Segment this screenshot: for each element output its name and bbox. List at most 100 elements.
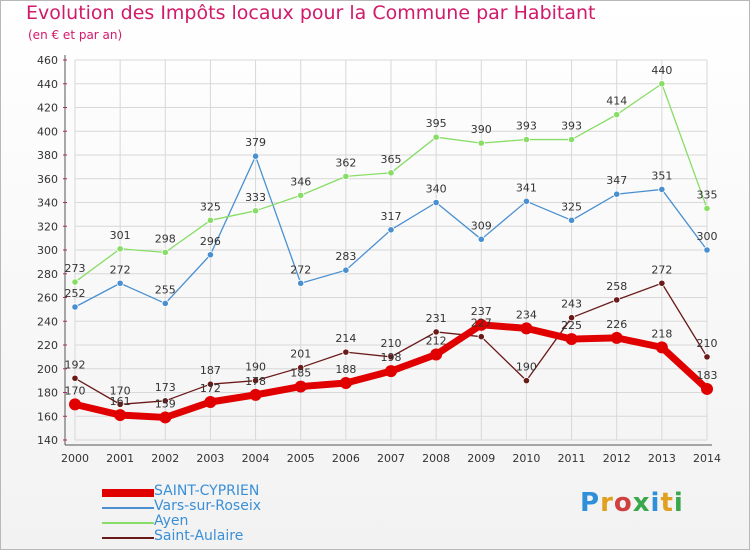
data-label: 325 bbox=[200, 200, 221, 213]
data-point bbox=[116, 245, 124, 253]
y-tick-label: 200 bbox=[37, 363, 58, 376]
data-point bbox=[430, 348, 443, 361]
data-label: 210 bbox=[697, 337, 718, 350]
x-tick-label: 2005 bbox=[287, 452, 315, 465]
data-point bbox=[567, 216, 576, 224]
data-label: 161 bbox=[110, 395, 131, 408]
data-point bbox=[655, 341, 668, 354]
y-tick-label: 340 bbox=[37, 197, 58, 210]
y-tick-label: 160 bbox=[37, 410, 58, 423]
data-label: 187 bbox=[200, 364, 221, 377]
data-point bbox=[204, 396, 217, 408]
data-point bbox=[522, 377, 531, 385]
data-point bbox=[658, 80, 666, 88]
data-point bbox=[342, 348, 350, 356]
data-point bbox=[114, 409, 127, 422]
y-tick-label: 320 bbox=[37, 220, 58, 233]
data-label: 231 bbox=[426, 312, 447, 325]
data-point bbox=[701, 382, 713, 395]
data-label: 347 bbox=[606, 174, 627, 187]
data-point bbox=[520, 322, 533, 335]
y-tick-label: 360 bbox=[37, 173, 58, 186]
x-tick-label: 2010 bbox=[512, 452, 540, 465]
data-point bbox=[297, 279, 305, 287]
data-label: 201 bbox=[290, 348, 311, 361]
data-label: 273 bbox=[65, 262, 86, 275]
data-label: 365 bbox=[381, 153, 402, 166]
data-point bbox=[703, 204, 711, 213]
data-label: 183 bbox=[697, 369, 718, 382]
data-label: 227 bbox=[471, 317, 492, 330]
proxiti-logo: Proxiti bbox=[580, 488, 684, 518]
data-label: 173 bbox=[155, 381, 176, 394]
data-point bbox=[71, 278, 79, 286]
data-point bbox=[613, 296, 621, 304]
data-point bbox=[567, 314, 576, 322]
data-point bbox=[387, 353, 395, 361]
data-label: 212 bbox=[426, 335, 447, 348]
data-point bbox=[385, 365, 397, 378]
data-label: 234 bbox=[516, 308, 537, 321]
data-label: 325 bbox=[561, 200, 582, 213]
chart-title: Evolution des Impôts locaux pour la Comm… bbox=[26, 2, 596, 24]
data-point bbox=[342, 266, 350, 274]
data-point bbox=[387, 226, 395, 234]
data-label: 185 bbox=[290, 367, 311, 380]
y-tick-label: 180 bbox=[37, 387, 58, 400]
data-point bbox=[251, 207, 260, 215]
data-point bbox=[206, 216, 215, 224]
data-label: 296 bbox=[200, 235, 221, 248]
data-labels: 252 272 255 296 379 272 283 317 340 309 341 325 347 3… bbox=[65, 64, 718, 411]
data-point bbox=[703, 246, 711, 254]
data-label: 218 bbox=[651, 327, 672, 340]
data-point bbox=[477, 333, 485, 341]
data-label: 272 bbox=[290, 263, 311, 276]
y-tick-label: 400 bbox=[37, 125, 58, 138]
y-tick-label: 440 bbox=[37, 78, 58, 91]
data-point bbox=[206, 380, 215, 388]
data-label: 272 bbox=[110, 263, 131, 276]
data-point bbox=[432, 133, 440, 141]
data-point bbox=[161, 397, 169, 405]
data-label: 390 bbox=[471, 123, 492, 136]
data-label: 393 bbox=[516, 120, 537, 133]
data-label: 214 bbox=[335, 332, 356, 345]
data-label: 379 bbox=[245, 136, 266, 149]
data-point bbox=[116, 400, 124, 408]
legend-label: Vars-sur-Roseix bbox=[154, 498, 261, 514]
data-label: 170 bbox=[65, 384, 86, 397]
legend-label: Saint-Aulaire bbox=[154, 528, 244, 544]
data-label: 301 bbox=[110, 229, 131, 242]
data-label: 414 bbox=[606, 95, 627, 108]
data-label: 317 bbox=[381, 210, 402, 223]
data-point bbox=[116, 279, 124, 287]
data-label: 300 bbox=[697, 230, 718, 243]
data-label: 272 bbox=[651, 263, 672, 276]
legend-swatch bbox=[102, 537, 154, 539]
data-label: 210 bbox=[381, 337, 402, 350]
data-point bbox=[613, 190, 621, 198]
x-tick-label: 2001 bbox=[106, 452, 134, 465]
data-point bbox=[477, 139, 485, 147]
data-point bbox=[432, 328, 440, 336]
data-label: 258 bbox=[606, 280, 627, 293]
data-point bbox=[387, 169, 395, 177]
data-point bbox=[297, 363, 305, 372]
data-label: 225 bbox=[561, 319, 582, 332]
legend-swatch bbox=[102, 489, 154, 497]
data-label: 192 bbox=[65, 358, 86, 371]
data-point bbox=[658, 185, 666, 194]
data-point bbox=[161, 248, 169, 256]
y-tick-label: 220 bbox=[37, 339, 58, 352]
data-label: 243 bbox=[561, 298, 582, 311]
data-label: 335 bbox=[697, 188, 718, 201]
data-point bbox=[159, 411, 172, 424]
data-point bbox=[610, 331, 623, 344]
data-label: 172 bbox=[200, 382, 221, 395]
x-tick-label: 2009 bbox=[467, 452, 495, 465]
data-point bbox=[294, 380, 307, 393]
x-tick-label: 2006 bbox=[332, 452, 360, 465]
x-tick-label: 2014 bbox=[693, 452, 721, 465]
y-tick-label: 260 bbox=[37, 292, 58, 305]
